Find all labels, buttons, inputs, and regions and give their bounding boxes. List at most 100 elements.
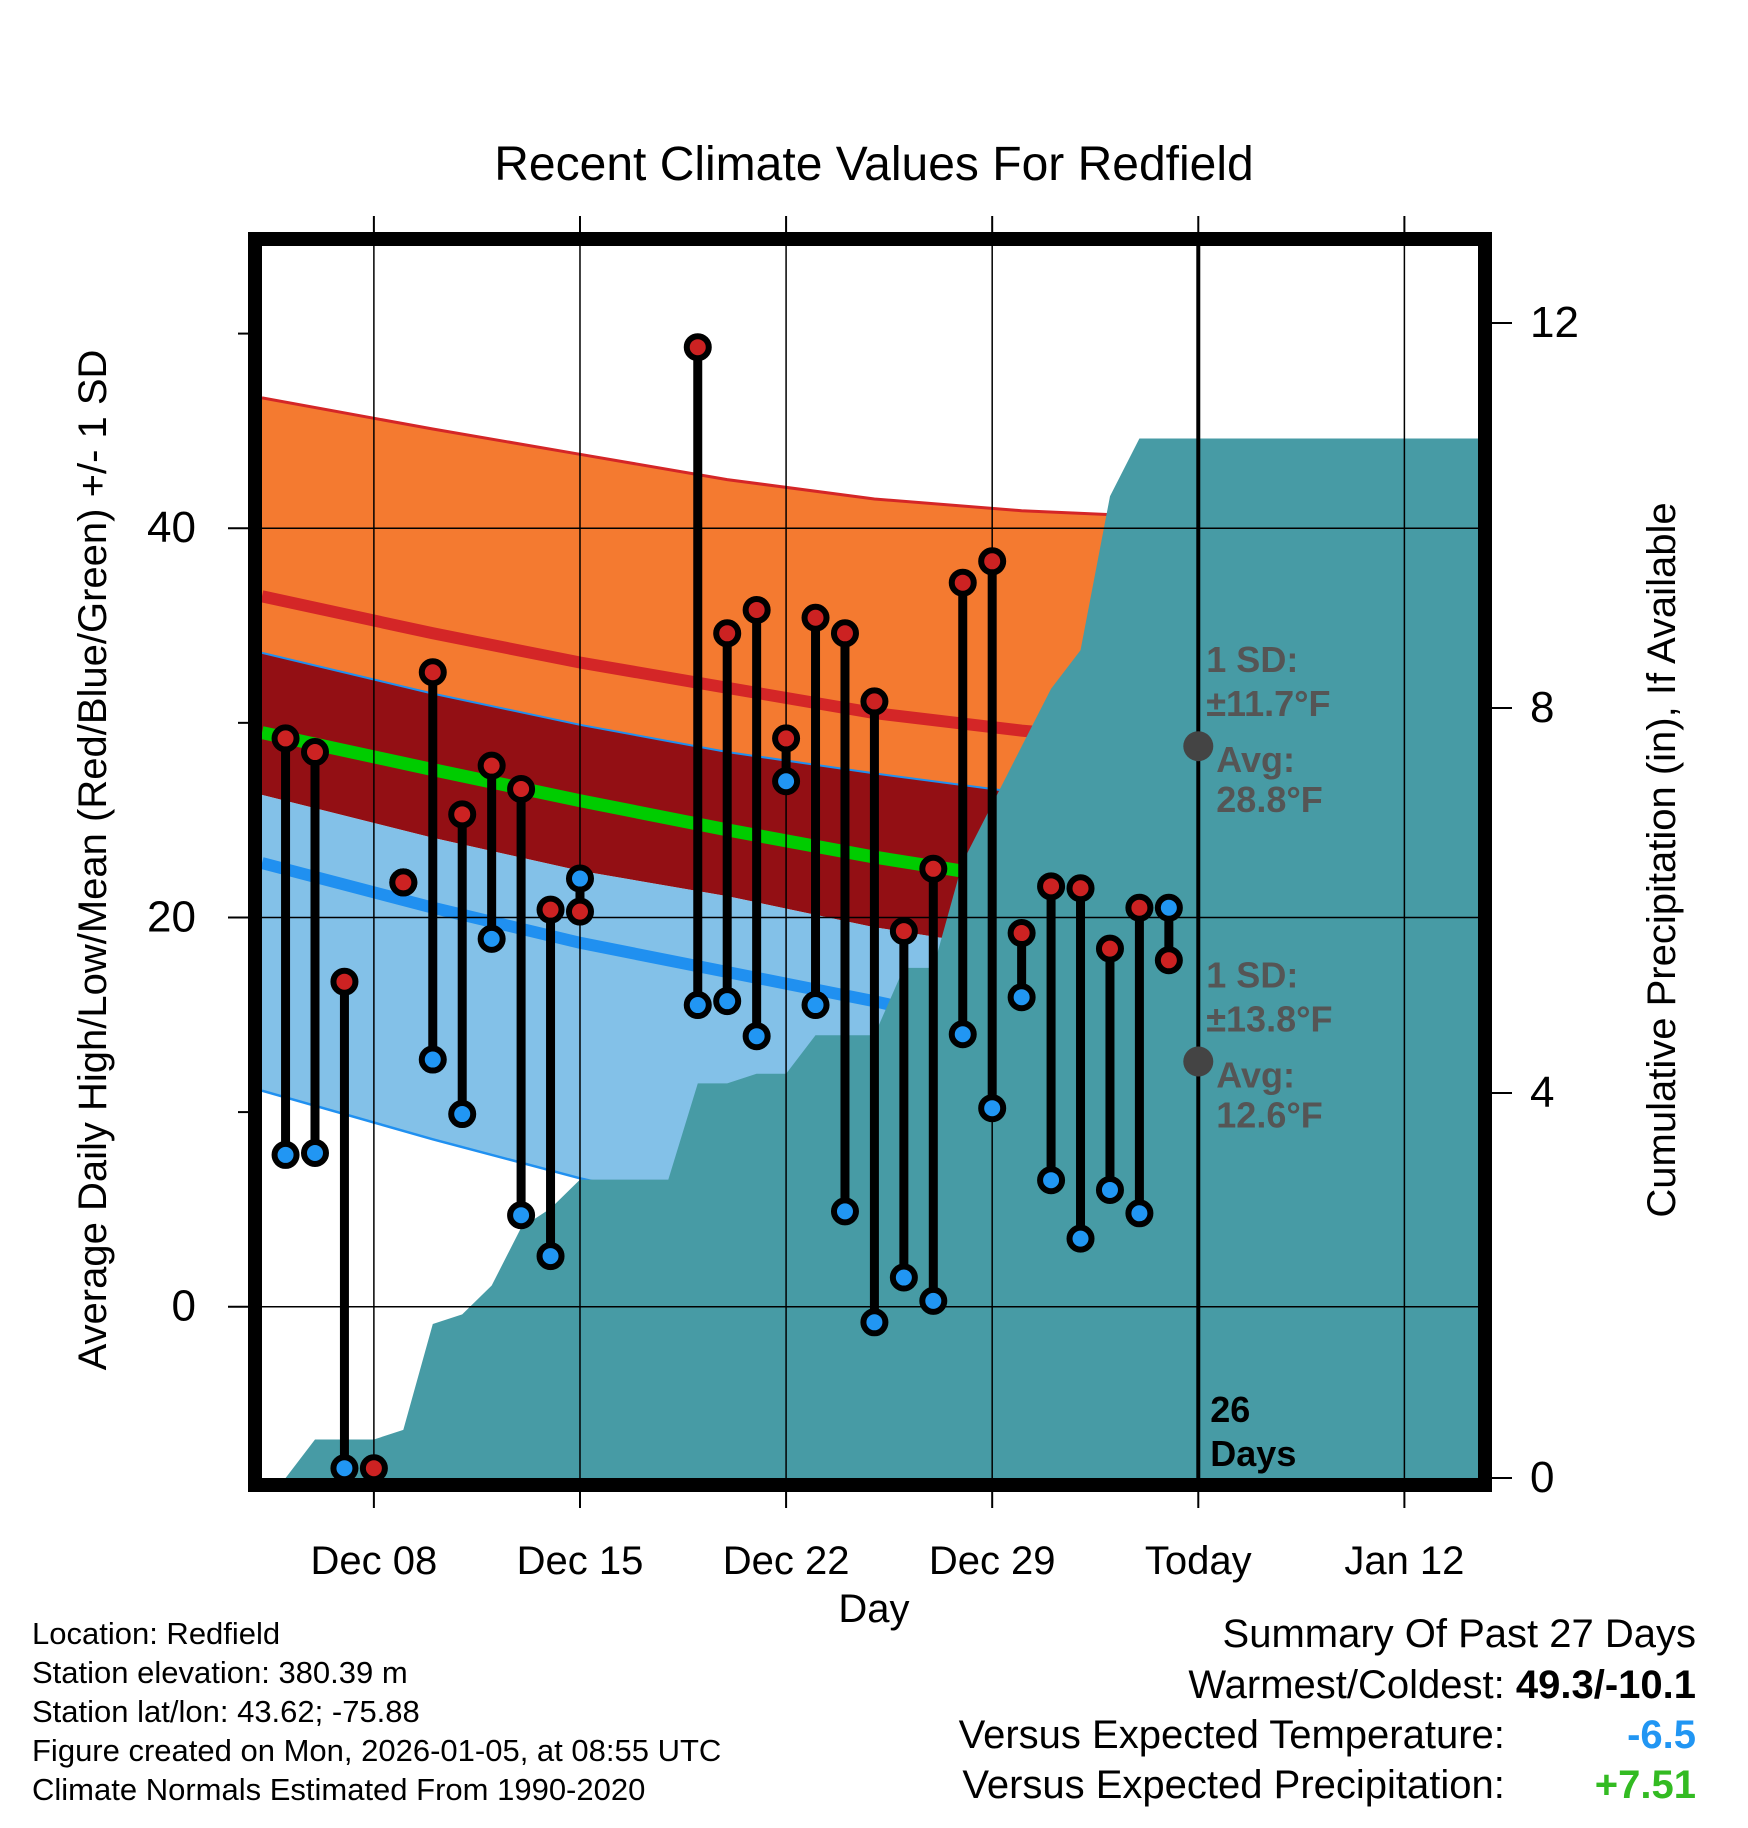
precipitation-area	[262, 438, 1478, 1478]
chart-title: Recent Climate Values For Redfield	[494, 138, 1253, 191]
low-marker	[300, 1138, 329, 1167]
low-sd-label: 1 SD:	[1206, 954, 1298, 995]
x-tick-label: Today	[1145, 1539, 1252, 1583]
low-marker	[948, 1020, 977, 1049]
summary-warmest-label: Warmest/Coldest:	[1188, 1663, 1505, 1707]
high-marker	[1066, 874, 1095, 903]
high-marker	[448, 800, 477, 829]
high-marker	[919, 854, 948, 883]
summary-temp-row: Versus Expected Temperature: -6.5	[959, 1710, 1696, 1760]
high-marker	[1007, 919, 1036, 948]
y-tick-label: 40	[147, 503, 196, 552]
low-sd-value: ±13.8°F	[1206, 998, 1332, 1039]
high-avg-label: Avg:	[1216, 739, 1295, 780]
high-marker	[742, 595, 771, 624]
y2-tick-label: 12	[1530, 298, 1579, 347]
low-marker	[683, 991, 712, 1020]
low-marker	[919, 1286, 948, 1315]
summary-temp-label: Versus Expected Temperature:	[958, 1713, 1505, 1757]
high-marker	[271, 724, 300, 753]
high-sd-value: ±11.7°F	[1206, 683, 1330, 724]
low-marker	[1037, 1166, 1066, 1195]
low-avg-point	[1183, 1046, 1214, 1077]
summary-warmest-value: 49.3/-10.1	[1515, 1663, 1696, 1707]
x-tick-label: Dec 29	[929, 1539, 1056, 1583]
x-tick-label: Dec 15	[517, 1539, 644, 1583]
low-marker	[1066, 1224, 1095, 1253]
high-marker	[713, 619, 742, 648]
high-marker	[889, 917, 918, 946]
high-marker	[978, 547, 1007, 576]
summary-panel: Summary Of Past 27 Days Warmest/Coldest:…	[959, 1608, 1696, 1810]
high-avg-point	[1183, 731, 1214, 762]
low-marker	[1125, 1199, 1154, 1228]
summary-temp-value: -6.5	[1627, 1713, 1696, 1757]
days-count: 26	[1210, 1389, 1250, 1430]
high-marker	[418, 658, 447, 687]
created-text: Figure created on Mon, 2026-01-05, at 08…	[32, 1733, 722, 1768]
high-marker	[860, 687, 889, 716]
high-marker	[477, 751, 506, 780]
summary-precip-value: +7.51	[1594, 1763, 1696, 1807]
summary-warmest-row: Warmest/Coldest: 49.3/-10.1	[959, 1660, 1696, 1710]
high-marker	[359, 1454, 388, 1478]
high-marker	[1037, 872, 1066, 901]
low-marker	[477, 924, 506, 953]
high-marker	[330, 967, 359, 996]
y-tick-label: 0	[172, 1282, 196, 1331]
high-marker	[1125, 893, 1154, 922]
low-marker	[889, 1263, 918, 1292]
low-marker	[801, 991, 830, 1020]
latlon-text: Station lat/lon: 43.62; -75.88	[32, 1694, 420, 1729]
normals-text: Climate Normals Estimated From 1990-2020	[32, 1772, 646, 1807]
high-marker	[565, 897, 594, 926]
high-marker	[389, 868, 418, 897]
summary-precip-row: Versus Expected Precipitation: +7.51	[959, 1760, 1696, 1810]
high-marker	[948, 568, 977, 597]
low-marker	[330, 1454, 359, 1478]
y2-tick-label: 8	[1530, 683, 1554, 732]
low-marker	[772, 767, 801, 796]
elevation-text: Station elevation: 380.39 m	[32, 1655, 408, 1690]
y2-tick-label: 0	[1530, 1453, 1554, 1502]
plot-frame	[248, 232, 1492, 1492]
low-marker	[713, 987, 742, 1016]
y2-axis-label: Cumulative Precipitation (in), If Availa…	[1640, 502, 1684, 1217]
low-marker	[448, 1100, 477, 1129]
high-sd-label: 1 SD:	[1206, 639, 1298, 680]
low-marker	[418, 1045, 447, 1074]
low-marker	[742, 1022, 771, 1051]
low-marker	[978, 1094, 1007, 1123]
low-marker	[565, 864, 594, 893]
y2-tick-label: 4	[1530, 1068, 1554, 1117]
days-word: Days	[1210, 1433, 1296, 1474]
low-marker	[536, 1242, 565, 1271]
x-tick-label: Dec 22	[723, 1539, 850, 1583]
x-axis-label: Day	[838, 1587, 909, 1631]
x-tick-label: Jan 12	[1344, 1539, 1464, 1583]
high-marker	[830, 619, 859, 648]
low-marker	[830, 1197, 859, 1226]
summary-precip-label: Versus Expected Precipitation:	[962, 1763, 1505, 1807]
low-avg-value: 12.6°F	[1216, 1094, 1322, 1135]
high-avg-value: 28.8°F	[1216, 779, 1322, 820]
summary-title: Summary Of Past 27 Days	[1222, 1612, 1696, 1656]
location-text: Location: Redfield	[32, 1616, 281, 1651]
x-tick-label: Dec 08	[311, 1539, 438, 1583]
high-marker	[801, 603, 830, 632]
low-marker	[271, 1140, 300, 1169]
low-marker	[1007, 983, 1036, 1012]
high-marker	[300, 738, 329, 767]
station-info: Location: Redfield Station elevation: 38…	[32, 1614, 721, 1809]
low-marker	[860, 1308, 889, 1337]
low-marker	[507, 1201, 536, 1230]
high-marker	[1154, 946, 1183, 975]
high-marker	[536, 895, 565, 924]
y-axis-label: Average Daily High/Low/Mean (Red/Blue/Gr…	[71, 350, 115, 1371]
high-marker	[772, 724, 801, 753]
low-avg-label: Avg:	[1216, 1054, 1295, 1095]
y-tick-label: 20	[147, 892, 196, 941]
high-marker	[1095, 934, 1124, 963]
